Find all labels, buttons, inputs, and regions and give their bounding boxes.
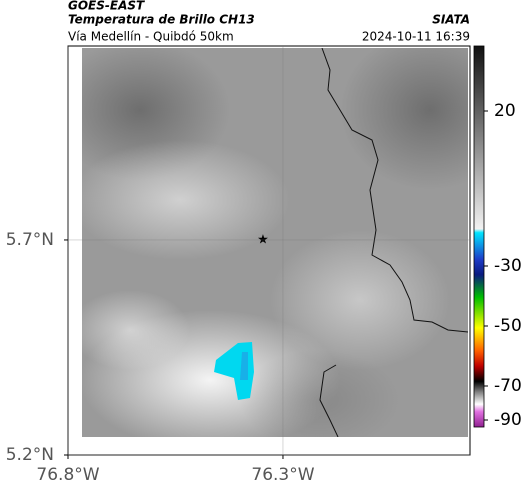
colorbar-tick-label: -90 <box>494 410 522 430</box>
satellite: GOES-EAST <box>68 0 145 13</box>
product: Temperatura de Brillo CH13 <box>68 13 255 27</box>
colorbar-tick-label: -30 <box>494 256 522 276</box>
y-tick-label: 5.7°N <box>6 230 54 250</box>
colorbar <box>473 45 485 428</box>
timestamp: 2024-10-11 16:39 <box>362 30 470 44</box>
x-tick-label: 76.3°W <box>251 465 314 485</box>
y-tick-label: 5.2°N <box>6 445 54 465</box>
colorbar-tick-label: -70 <box>494 376 522 396</box>
satellite-image <box>82 48 468 437</box>
route: Vía Medellín - Quibdó 50km <box>68 30 234 44</box>
x-tick-label: 76.8°W <box>36 465 99 485</box>
colorbar-tick-label: -50 <box>494 316 522 336</box>
colorbar-tick-label: 20 <box>494 101 516 121</box>
source: SIATA <box>432 13 470 27</box>
